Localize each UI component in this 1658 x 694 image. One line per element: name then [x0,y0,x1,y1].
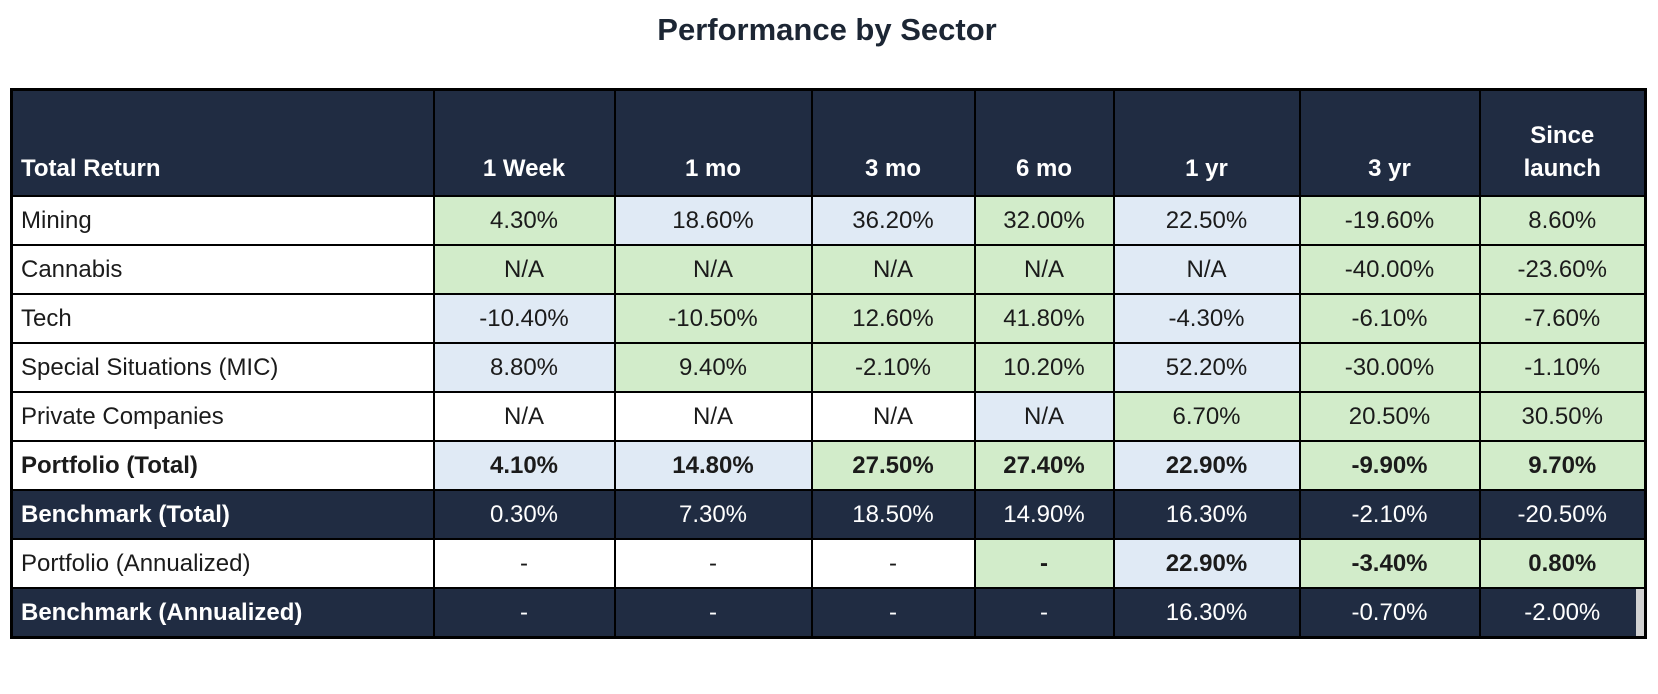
value-cell: - [973,538,1115,589]
row-label: Benchmark (Annualized) [10,587,435,639]
value-cell: 36.20% [810,195,976,246]
value-cell: - [613,587,813,639]
value-cell: -2.00% [1478,587,1647,639]
row-label: Private Companies [10,391,435,442]
value-cell: 18.60% [613,195,813,246]
value-cell: - [613,538,813,589]
value-cell: 4.10% [432,440,616,491]
value-cell: 9.70% [1478,440,1647,491]
table-body: Mining 4.30% 18.60% 36.20% 32.00% 22.50% -19.6… [10,195,1647,639]
column-header: 6 mo [973,88,1115,197]
value-cell: N/A [973,244,1115,295]
value-cell: -9.90% [1298,440,1481,491]
table-row: Cannabis N/A N/A N/A N/A N/A -40.00% -23.60% [10,244,1647,295]
value-cell: -19.60% [1298,195,1481,246]
value-cell: 16.30% [1112,489,1301,540]
row-label: Special Situations (MIC) [10,342,435,393]
value-cell: -7.60% [1478,293,1647,344]
value-cell: 32.00% [973,195,1115,246]
value-cell: 30.50% [1478,391,1647,442]
value-cell: N/A [810,391,976,442]
value-cell: 22.50% [1112,195,1301,246]
value-cell: N/A [973,391,1115,442]
value-cell: 10.20% [973,342,1115,393]
value-cell: - [432,538,616,589]
value-cell: 12.60% [810,293,976,344]
table-row: Benchmark (Total) 0.30% 7.30% 18.50% 14.90% 1… [10,489,1647,540]
value-cell: N/A [432,391,616,442]
value-cell: - [973,587,1115,639]
value-cell: N/A [1112,244,1301,295]
value-cell: -20.50% [1478,489,1647,540]
value-cell: 8.80% [432,342,616,393]
table-row: Special Situations (MIC) 8.80% 9.40% -2.10%… [10,342,1647,393]
value-cell: -1.10% [1478,342,1647,393]
value-cell: -0.70% [1298,587,1481,639]
value-cell: -6.10% [1298,293,1481,344]
column-header: Since launch [1478,88,1647,197]
value-cell: 6.70% [1112,391,1301,442]
value-cell: 0.30% [432,489,616,540]
column-header: 1 mo [613,88,813,197]
column-header: 1 Week [432,88,616,197]
value-cell: -2.10% [1298,489,1481,540]
value-cell: 8.60% [1478,195,1647,246]
row-label: Mining [10,195,435,246]
value-cell: - [432,587,616,639]
header-row: Total Return 1 Week 1 mo 3 mo 6 mo 1 yr 3 yr Si… [10,88,1647,197]
value-cell: 22.90% [1112,440,1301,491]
table-row: Private Companies N/A N/A N/A N/A 6.70% 20.50%… [10,391,1647,442]
row-label: Benchmark (Total) [10,489,435,540]
value-cell: - [810,538,976,589]
value-cell: 7.30% [613,489,813,540]
column-header-total-return: Total Return [10,88,435,197]
value-cell: -2.10% [810,342,976,393]
value-cell: -10.40% [432,293,616,344]
table-header-row: Total Return 1 Week 1 mo 3 mo 6 mo 1 yr 3 yr Si… [10,88,1647,197]
value-cell: 27.50% [810,440,976,491]
value-cell: N/A [810,244,976,295]
performance-table: Total Return 1 Week 1 mo 3 mo 6 mo 1 yr 3 yr Si… [10,88,1647,639]
value-cell: 41.80% [973,293,1115,344]
row-label: Cannabis [10,244,435,295]
value-cell: 14.90% [973,489,1115,540]
row-label: Portfolio (Annualized) [10,538,435,589]
value-cell: 18.50% [810,489,976,540]
page-title: Performance by Sector [657,12,997,47]
table-row: Benchmark (Annualized) - - - -16.30% -0.70% -2… [10,587,1647,639]
value-cell: -40.00% [1298,244,1481,295]
value-cell: N/A [432,244,616,295]
value-cell: -4.30% [1112,293,1301,344]
value-cell: -30.00% [1298,342,1481,393]
value-cell: 9.40% [613,342,813,393]
value-cell: 16.30% [1112,587,1301,639]
value-cell: 4.30% [432,195,616,246]
value-cell: 52.20% [1112,342,1301,393]
value-cell: N/A [613,391,813,442]
table-row: Portfolio (Total) 4.10% 14.80% 27.50% 27.40%… [10,440,1647,491]
value-cell: 14.80% [613,440,813,491]
value-cell: -3.40% [1298,538,1481,589]
column-header: 3 mo [810,88,976,197]
column-header: 3 yr [1298,88,1481,197]
table-row: Mining 4.30% 18.60% 36.20% 32.00% 22.50% -19.6… [10,195,1647,246]
value-cell: - [810,587,976,639]
value-cell: 22.90% [1112,538,1301,589]
table-row: Portfolio (Annualized) - - - -22.90% -3.40% 0.… [10,538,1647,589]
column-header: 1 yr [1112,88,1301,197]
value-cell: 20.50% [1298,391,1481,442]
table-row: Tech -10.40% -10.50% 12.60% 41.80% -4.30% -6.1… [10,293,1647,344]
value-cell: 0.80% [1478,538,1647,589]
row-label: Tech [10,293,435,344]
value-cell: -23.60% [1478,244,1647,295]
row-label: Portfolio (Total) [10,440,435,491]
value-cell: N/A [613,244,813,295]
value-cell: 27.40% [973,440,1115,491]
value-cell: -10.50% [613,293,813,344]
